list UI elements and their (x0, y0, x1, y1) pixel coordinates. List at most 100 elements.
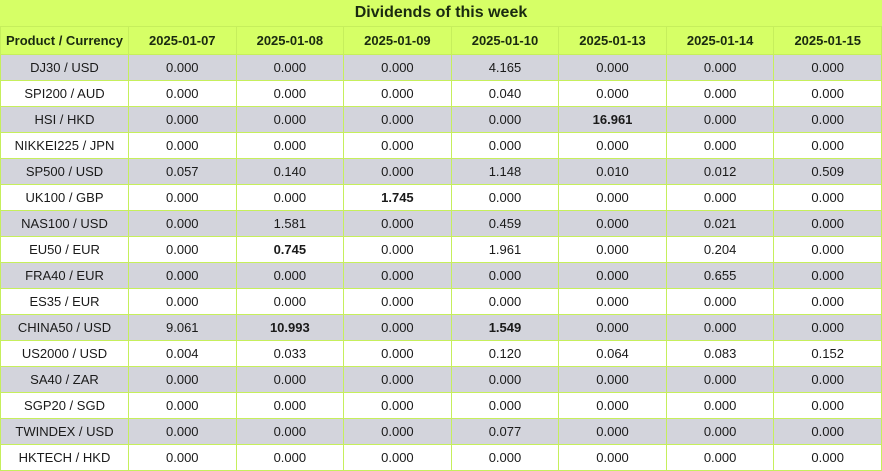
dividend-value-cell: 0.000 (558, 392, 667, 419)
dividend-value-cell: 0.000 (450, 392, 560, 419)
table-row: DJ30 / USD 0.000 0.000 0.000 4.165 0.000 0.000… (0, 54, 882, 81)
table-row: TWINDEX / USD 0.000 0.000 0.000 0.077 0.000 0.… (0, 418, 882, 445)
dividend-value-cell: 0.000 (343, 392, 452, 419)
dividend-value-cell: 0.000 (558, 418, 667, 445)
dividend-value-cell: 0.000 (665, 366, 775, 393)
table-body: DJ30 / USD 0.000 0.000 0.000 4.165 0.000 0.000… (0, 54, 882, 471)
dividend-value-cell: 0.000 (558, 236, 667, 263)
dividend-value-cell: 0.000 (128, 392, 237, 419)
table-row: SGP20 / SGD 0.000 0.000 0.000 0.000 0.000 0.00… (0, 392, 882, 419)
dividend-value-cell: 0.000 (128, 288, 237, 315)
dividend-value-cell: 1.961 (450, 236, 560, 263)
dividend-value-cell: 0.000 (128, 106, 237, 133)
dividend-value-cell: 0.083 (665, 340, 775, 367)
dividend-value-cell: 0.000 (128, 262, 237, 289)
dividend-value-cell: 0.000 (665, 392, 775, 419)
dividend-value-cell: 0.000 (343, 262, 452, 289)
dividend-value-cell: 0.000 (235, 184, 345, 211)
dividend-value-cell: 0.000 (773, 262, 882, 289)
dividend-value-cell: 0.000 (450, 444, 560, 471)
product-cell: SPI200 / AUD (0, 80, 129, 107)
table-row: FRA40 / EUR 0.000 0.000 0.000 0.000 0.000 0.65… (0, 262, 882, 289)
dividend-value-cell: 0.000 (558, 184, 667, 211)
table-row: US2000 / USD 0.004 0.033 0.000 0.120 0.064 0.0… (0, 340, 882, 367)
dividend-value-cell: 0.000 (343, 288, 452, 315)
dividend-value-cell: 0.004 (128, 340, 237, 367)
dividend-value-cell: 0.000 (343, 418, 452, 445)
dividend-value-cell: 0.000 (450, 184, 560, 211)
table-title: Dividends of this week (0, 0, 882, 26)
dividend-value-cell: 0.152 (773, 340, 882, 367)
dividend-value-cell: 0.655 (665, 262, 775, 289)
dividend-value-cell: 0.000 (773, 288, 882, 315)
dividend-value-cell: 0.000 (235, 418, 345, 445)
dividend-value-cell: 0.000 (128, 366, 237, 393)
dividend-value-cell: 0.000 (128, 210, 237, 237)
header-row: Product / Currency 2025-01-07 2025-01-08 2… (0, 26, 882, 55)
dividend-value-cell: 0.000 (343, 366, 452, 393)
dividend-value-cell: 0.000 (128, 184, 237, 211)
dividend-value-cell: 0.000 (343, 106, 452, 133)
dividend-value-cell: 0.000 (558, 314, 667, 341)
dividend-value-cell: 0.000 (773, 314, 882, 341)
dividend-value-cell: 0.000 (450, 262, 560, 289)
dividend-value-cell: 0.000 (773, 184, 882, 211)
product-cell: FRA40 / EUR (0, 262, 129, 289)
dividend-value-cell: 0.000 (343, 132, 452, 159)
product-cell: NIKKEI225 / JPN (0, 132, 129, 159)
table-row: SA40 / ZAR 0.000 0.000 0.000 0.000 0.000 0.000… (0, 366, 882, 393)
product-cell: HKTECH / HKD (0, 444, 129, 471)
dividend-value-cell: 0.000 (343, 236, 452, 263)
column-header-date: 2025-01-09 (343, 26, 452, 55)
dividend-value-cell: 0.000 (773, 418, 882, 445)
dividend-value-cell: 0.000 (558, 210, 667, 237)
dividend-value-cell: 0.509 (773, 158, 882, 185)
dividend-value-cell: 0.000 (450, 288, 560, 315)
table-row: SP500 / USD 0.057 0.140 0.000 1.148 0.010 0.01… (0, 158, 882, 185)
table-row: NAS100 / USD 0.000 1.581 0.000 0.459 0.000 0.0… (0, 210, 882, 237)
dividend-value-cell: 0.000 (450, 366, 560, 393)
dividend-value-cell: 0.000 (235, 132, 345, 159)
dividend-value-cell: 10.993 (235, 314, 345, 341)
product-cell: NAS100 / USD (0, 210, 129, 237)
dividend-value-cell: 0.000 (558, 366, 667, 393)
dividend-value-cell: 0.000 (343, 444, 452, 471)
product-cell: UK100 / GBP (0, 184, 129, 211)
dividend-value-cell: 0.000 (665, 80, 775, 107)
dividend-value-cell: 0.000 (558, 132, 667, 159)
dividend-value-cell: 0.000 (665, 106, 775, 133)
table-row: SPI200 / AUD 0.000 0.000 0.000 0.040 0.000 0.0… (0, 80, 882, 107)
dividend-value-cell: 0.000 (235, 80, 345, 107)
dividend-value-cell: 0.000 (773, 392, 882, 419)
dividend-value-cell: 0.064 (558, 340, 667, 367)
dividend-value-cell: 1.148 (450, 158, 560, 185)
column-header-date: 2025-01-14 (665, 26, 775, 55)
dividend-value-cell: 0.000 (558, 288, 667, 315)
dividend-value-cell: 0.000 (665, 418, 775, 445)
table-row: UK100 / GBP 0.000 0.000 1.745 0.000 0.000 0.00… (0, 184, 882, 211)
column-header-date: 2025-01-08 (235, 26, 345, 55)
dividend-value-cell: 9.061 (128, 314, 237, 341)
dividend-value-cell: 0.000 (235, 288, 345, 315)
dividends-table: Product / Currency 2025-01-07 2025-01-08 2… (0, 26, 882, 471)
dividend-value-cell: 0.000 (343, 210, 452, 237)
dividend-value-cell: 0.000 (343, 158, 452, 185)
dividend-value-cell: 0.459 (450, 210, 560, 237)
product-cell: DJ30 / USD (0, 54, 129, 81)
table-row: EU50 / EUR 0.000 0.745 0.000 1.961 0.000 0.204… (0, 236, 882, 263)
dividend-value-cell: 0.000 (558, 80, 667, 107)
dividend-value-cell: 0.000 (665, 288, 775, 315)
dividend-value-cell: 0.000 (450, 132, 560, 159)
table-row: ES35 / EUR 0.000 0.000 0.000 0.000 0.000 0.000… (0, 288, 882, 315)
dividend-value-cell: 0.000 (128, 80, 237, 107)
dividend-value-cell: 0.000 (665, 132, 775, 159)
product-cell: ES35 / EUR (0, 288, 129, 315)
dividend-value-cell: 0.000 (343, 80, 452, 107)
product-cell: TWINDEX / USD (0, 418, 129, 445)
dividend-value-cell: 0.000 (773, 106, 882, 133)
dividend-value-cell: 0.745 (235, 236, 345, 263)
dividend-value-cell: 0.000 (235, 54, 345, 81)
dividend-value-cell: 1.581 (235, 210, 345, 237)
dividend-value-cell: 0.000 (128, 54, 237, 81)
